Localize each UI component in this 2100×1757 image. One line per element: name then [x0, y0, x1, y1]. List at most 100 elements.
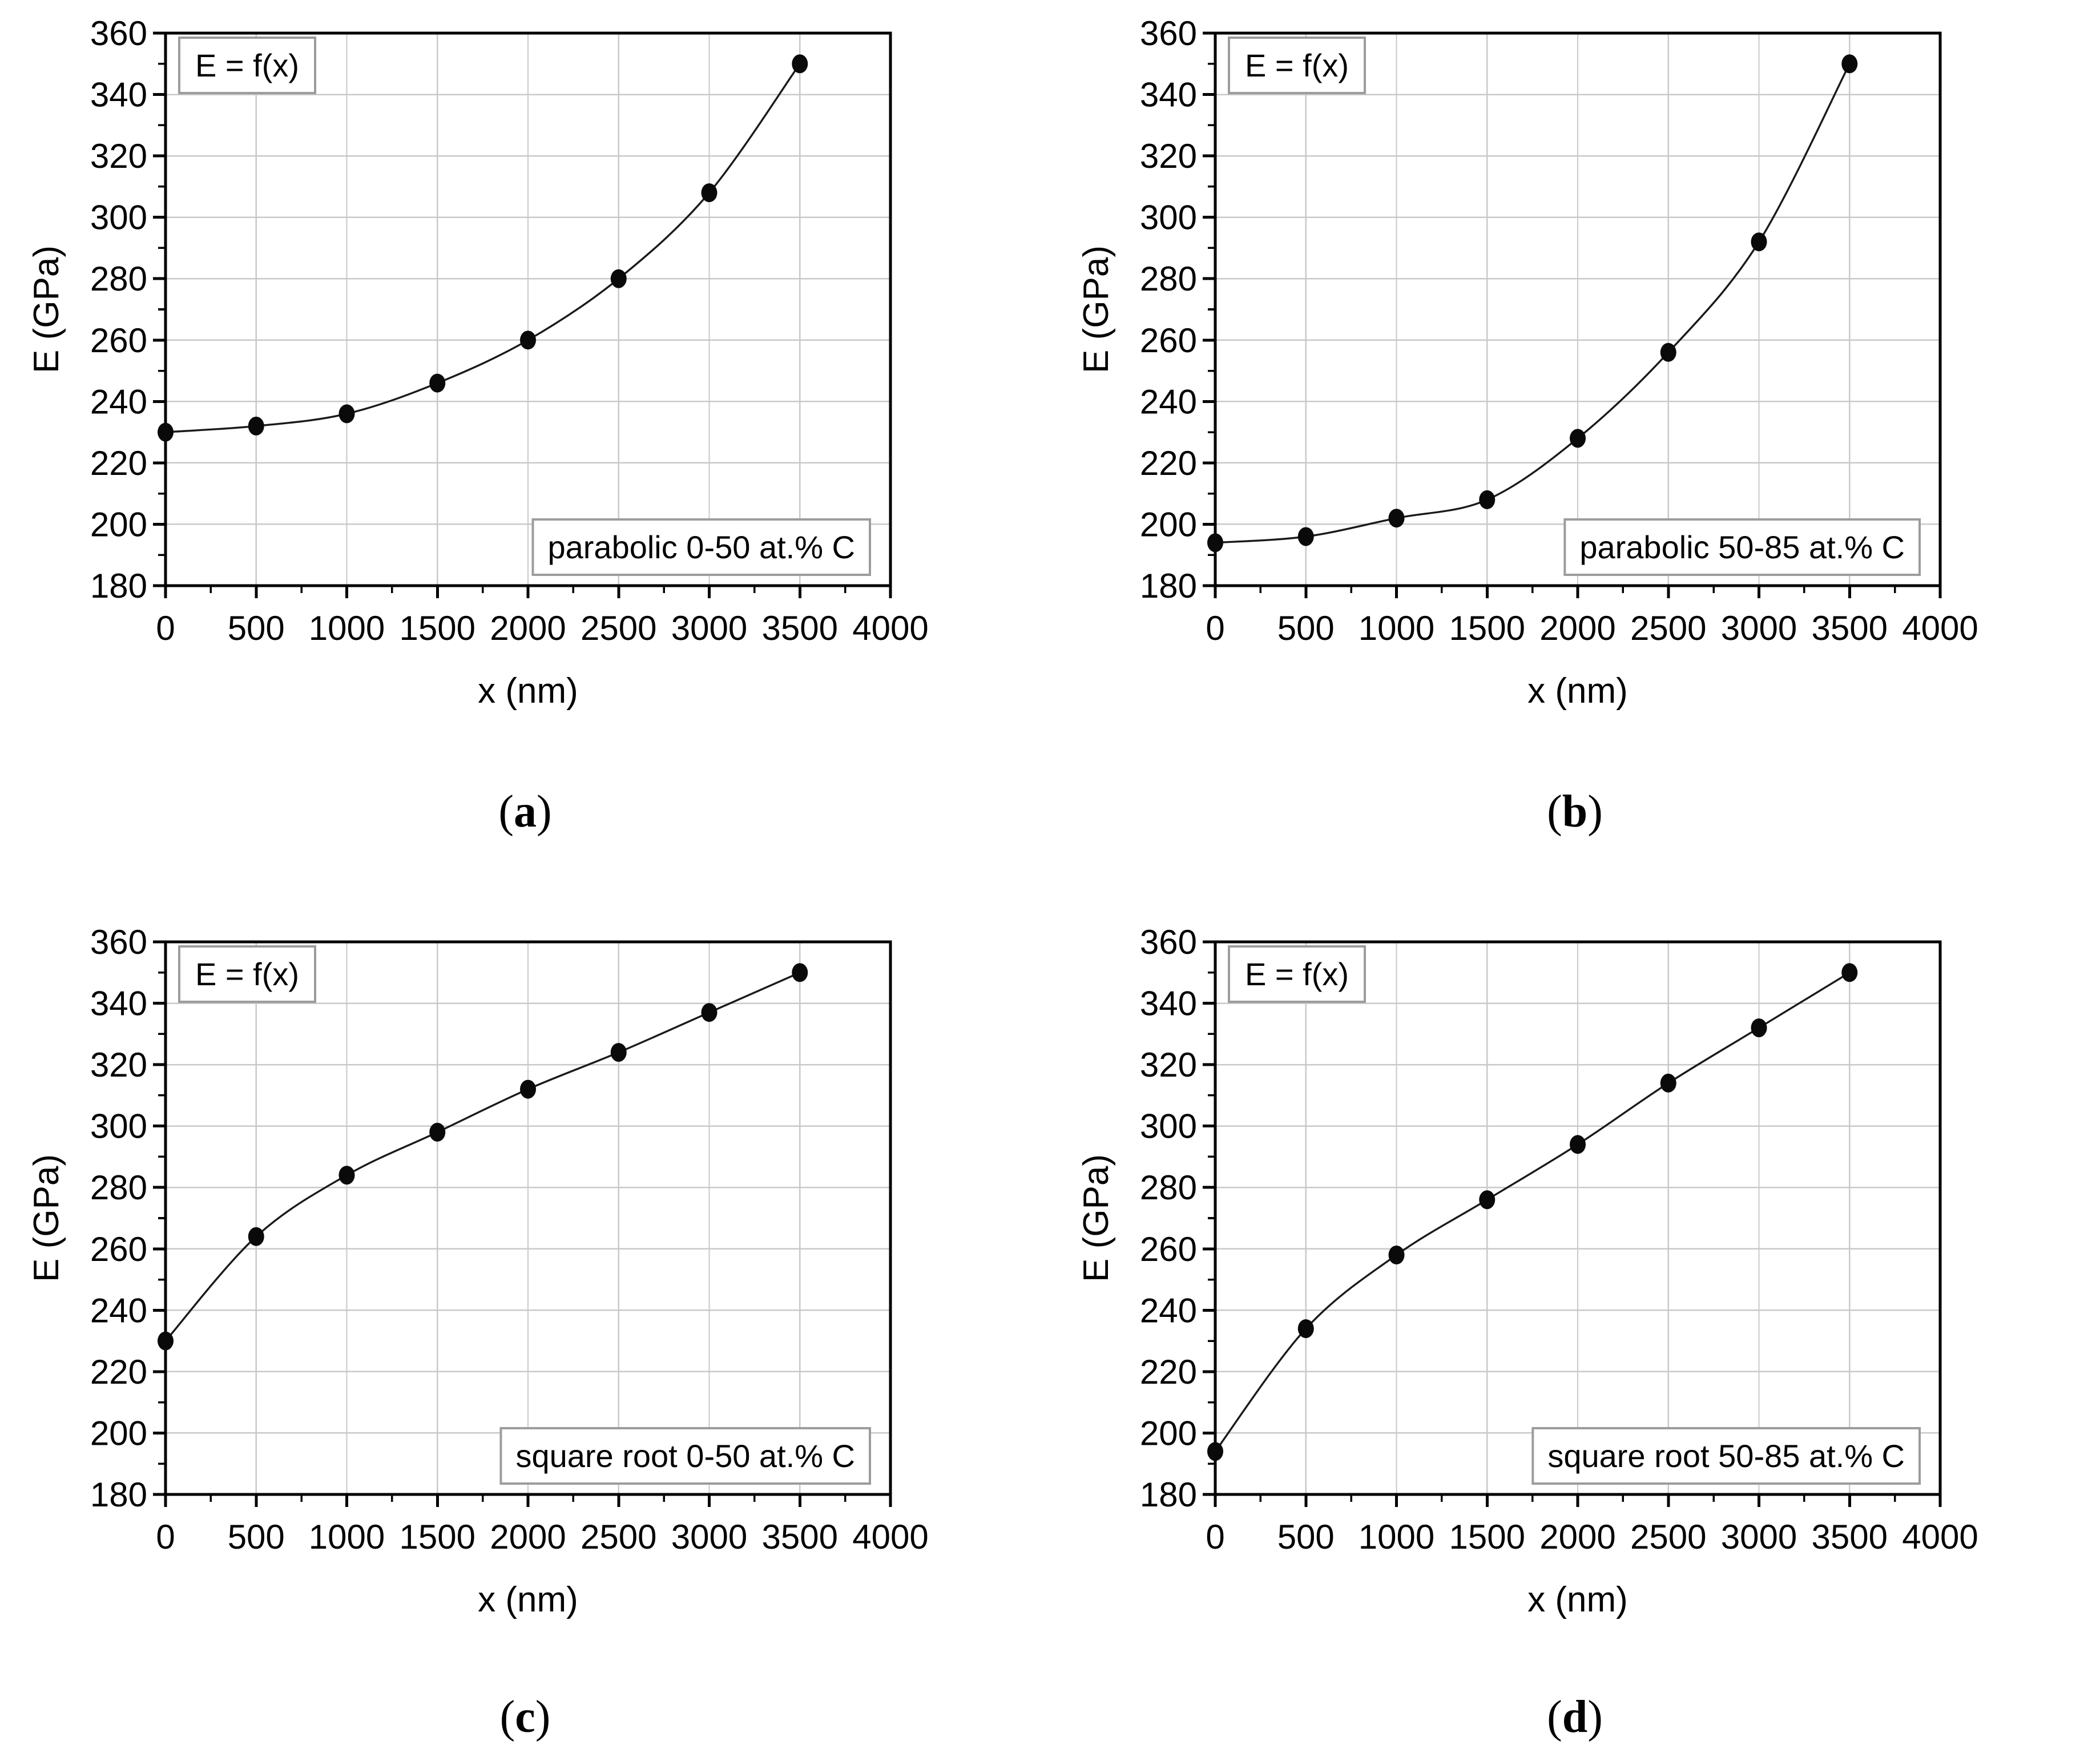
svg-text:300: 300: [90, 199, 147, 237]
svg-text:300: 300: [1140, 1107, 1197, 1146]
svg-text:280: 280: [90, 260, 147, 298]
caption-b-open: (: [1547, 787, 1562, 837]
x-axis-title: x (nm): [1527, 1580, 1628, 1619]
svg-text:0: 0: [1206, 1518, 1224, 1556]
caption-b: (b): [1073, 772, 2077, 852]
svg-text:220: 220: [1140, 1353, 1197, 1391]
svg-text:280: 280: [1140, 1168, 1197, 1207]
svg-text:340: 340: [1140, 985, 1197, 1023]
svg-text:500: 500: [1277, 1518, 1335, 1556]
svg-text:3500: 3500: [1812, 1518, 1888, 1556]
svg-text:200: 200: [1140, 1414, 1197, 1452]
y-axis-title: E (GPa): [1077, 245, 1116, 373]
svg-text:3500: 3500: [1812, 609, 1888, 647]
svg-text:3500: 3500: [762, 609, 838, 647]
caption-a-close: ): [537, 787, 552, 837]
svg-text:2500: 2500: [1630, 1518, 1706, 1556]
svg-text:2000: 2000: [1539, 609, 1615, 647]
svg-text:180: 180: [1140, 1476, 1197, 1514]
svg-text:240: 240: [90, 382, 147, 421]
svg-text:300: 300: [1140, 199, 1197, 237]
svg-text:500: 500: [1277, 609, 1335, 647]
svg-text:180: 180: [90, 567, 147, 605]
annotation-label: parabolic 50-85 at.% C: [1579, 529, 1905, 565]
svg-text:220: 220: [1140, 444, 1197, 482]
svg-text:340: 340: [1140, 76, 1197, 114]
svg-text:280: 280: [90, 1168, 147, 1207]
svg-text:320: 320: [90, 1046, 147, 1084]
svg-text:260: 260: [1140, 1230, 1197, 1268]
annotation-label: square root 50-85 at.% C: [1547, 1438, 1905, 1474]
svg-text:340: 340: [90, 985, 147, 1023]
svg-text:360: 360: [1140, 14, 1197, 53]
svg-text:240: 240: [90, 1291, 147, 1329]
svg-text:180: 180: [1140, 567, 1197, 605]
svg-text:2500: 2500: [581, 609, 656, 647]
caption-d: (d): [1073, 1677, 2077, 1757]
svg-text:0: 0: [1206, 609, 1224, 647]
svg-text:4000: 4000: [1902, 1518, 1978, 1556]
svg-text:1000: 1000: [309, 609, 385, 647]
svg-text:240: 240: [1140, 1291, 1197, 1329]
svg-text:3500: 3500: [762, 1518, 838, 1556]
svg-text:280: 280: [1140, 260, 1197, 298]
annotation-label: square root 0-50 at.% C: [515, 1438, 855, 1474]
svg-text:240: 240: [1140, 382, 1197, 421]
svg-text:1500: 1500: [1449, 1518, 1525, 1556]
chart-cell-c: 0 500 1000 1500 2000 2500 3000 3500 4000 180 200 22…: [23, 918, 1027, 1649]
svg-text:2000: 2000: [1539, 1518, 1615, 1556]
caption-a: (a): [23, 772, 1027, 852]
svg-text:3000: 3000: [671, 1518, 747, 1556]
chart-a: 0 500 1000 1500 2000 2500 3000 3500 4000 180 200 22…: [27, 14, 929, 711]
caption-b-close: ): [1587, 787, 1603, 837]
caption-d-letter: d: [1562, 1692, 1588, 1742]
y-axis-title: E (GPa): [27, 1154, 66, 1282]
annotation-label: parabolic 0-50 at.% C: [547, 529, 855, 565]
svg-text:4000: 4000: [852, 1518, 928, 1556]
legend-label: E = f(x): [1245, 47, 1349, 83]
svg-text:220: 220: [90, 444, 147, 482]
svg-text:340: 340: [90, 76, 147, 114]
chart-cell-b: 0 500 1000 1500 2000 2500 3000 3500 4000 180 200 22…: [1073, 9, 2077, 740]
x-axis-title: x (nm): [1527, 671, 1628, 711]
chart-c: 0 500 1000 1500 2000 2500 3000 3500 4000 180 200 22…: [27, 923, 929, 1619]
caption-d-close: ): [1587, 1692, 1603, 1742]
svg-text:300: 300: [90, 1107, 147, 1146]
svg-text:1500: 1500: [400, 1518, 475, 1556]
svg-text:360: 360: [90, 923, 147, 961]
caption-b-letter: b: [1562, 787, 1588, 837]
chart-cell-a: 0 500 1000 1500 2000 2500 3000 3500 4000 180 200 22…: [23, 9, 1027, 740]
svg-text:200: 200: [1140, 505, 1197, 543]
svg-text:2500: 2500: [1630, 609, 1706, 647]
x-axis-title: x (nm): [478, 1580, 578, 1619]
svg-text:200: 200: [90, 1414, 147, 1452]
caption-c-letter: c: [515, 1692, 535, 1742]
svg-text:2000: 2000: [490, 609, 566, 647]
chart-cell-d: 0 500 1000 1500 2000 2500 3000 3500 4000 180 200 22…: [1073, 918, 2077, 1649]
svg-text:260: 260: [90, 321, 147, 360]
y-axis-title: E (GPa): [1077, 1154, 1116, 1282]
svg-text:0: 0: [156, 1518, 175, 1556]
svg-text:220: 220: [90, 1353, 147, 1391]
legend-label: E = f(x): [1245, 956, 1349, 992]
svg-text:200: 200: [90, 505, 147, 543]
svg-text:1500: 1500: [400, 609, 475, 647]
svg-text:1000: 1000: [1359, 1518, 1434, 1556]
svg-text:2500: 2500: [581, 1518, 656, 1556]
chart-b: 0 500 1000 1500 2000 2500 3000 3500 4000 180 200 22…: [1077, 14, 1978, 711]
x-axis-title: x (nm): [478, 671, 578, 711]
svg-text:3000: 3000: [1721, 1518, 1797, 1556]
svg-text:3000: 3000: [1721, 609, 1797, 647]
svg-text:1000: 1000: [1359, 609, 1434, 647]
svg-text:4000: 4000: [852, 609, 928, 647]
chart-d: 0 500 1000 1500 2000 2500 3000 3500 4000 180 200 22…: [1077, 923, 1978, 1619]
caption-c: (c): [23, 1677, 1027, 1757]
caption-a-letter: a: [514, 787, 537, 837]
caption-d-open: (: [1547, 1692, 1562, 1742]
svg-text:320: 320: [1140, 1046, 1197, 1084]
legend-label: E = f(x): [195, 47, 299, 83]
svg-text:320: 320: [1140, 137, 1197, 175]
caption-c-open: (: [499, 1692, 515, 1742]
svg-text:3000: 3000: [671, 609, 747, 647]
